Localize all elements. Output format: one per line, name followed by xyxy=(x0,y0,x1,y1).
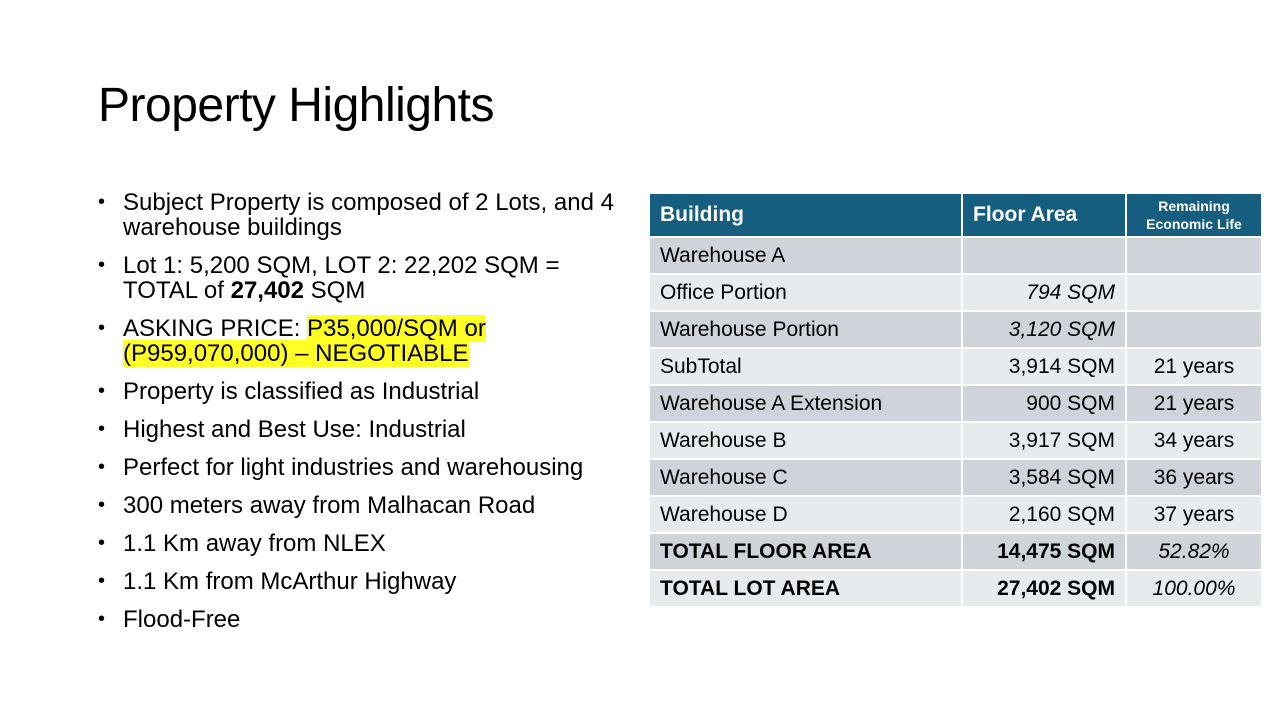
cell-building: Warehouse A Extension xyxy=(648,384,963,423)
cell-building: Warehouse D xyxy=(648,495,963,534)
bullet-malhacan-road: 300 meters away from Malhacan Road xyxy=(98,493,638,518)
cell-life: 21 years xyxy=(1125,347,1263,386)
bullet-nlex: 1.1 Km away from NLEX xyxy=(98,531,638,556)
table-row: Warehouse A Extension 900 SQM 21 years xyxy=(648,384,1263,423)
cell-area: 794 SQM xyxy=(961,273,1127,312)
cell-life: 34 years xyxy=(1125,421,1263,460)
bullet-lot-areas-text: Lot 1: 5,200 SQM, LOT 2: 22,202 SQM = TO… xyxy=(123,252,560,304)
total-lot-area-value: 27,402 xyxy=(230,277,304,304)
cell-building: TOTAL FLOOR AREA xyxy=(648,532,963,571)
header-remaining-life: Remaining Economic Life xyxy=(1125,192,1263,238)
floor-area-table: Building Floor Area Remaining Economic L… xyxy=(648,192,1263,608)
table-row: SubTotal 3,914 SQM 21 years xyxy=(648,347,1263,386)
bullet-flood-free: Flood-Free xyxy=(98,607,638,632)
cell-area: 3,914 SQM xyxy=(961,347,1127,386)
bullet-mcarthur: 1.1 Km from McArthur Highway xyxy=(98,569,638,594)
cell-area: 27,402 SQM xyxy=(961,569,1127,608)
cell-area: 900 SQM xyxy=(961,384,1127,423)
bullet-composition: Subject Property is composed of 2 Lots, … xyxy=(98,190,638,240)
bullet-lot-areas-unit: SQM xyxy=(304,277,366,304)
bullet-suitability: Perfect for light industries and warehou… xyxy=(98,455,638,480)
cell-life xyxy=(1125,236,1263,275)
table-header-row: Building Floor Area Remaining Economic L… xyxy=(648,192,1263,238)
table-row-total-floor: TOTAL FLOOR AREA 14,475 SQM 52.82% xyxy=(648,532,1263,571)
slide-title: Property Highlights xyxy=(98,79,495,132)
table-row: Warehouse B 3,917 SQM 34 years xyxy=(648,421,1263,460)
cell-life: 100.00% xyxy=(1125,569,1263,608)
cell-building: Warehouse Portion xyxy=(648,310,963,349)
cell-area: 3,917 SQM xyxy=(961,421,1127,460)
cell-area: 14,475 SQM xyxy=(961,532,1127,571)
table-row: Office Portion 794 SQM xyxy=(648,273,1263,312)
table-row: Warehouse A xyxy=(648,236,1263,275)
cell-building: Warehouse B xyxy=(648,421,963,460)
cell-life xyxy=(1125,310,1263,349)
cell-building: SubTotal xyxy=(648,347,963,386)
cell-life: 21 years xyxy=(1125,384,1263,423)
table-row: Warehouse C 3,584 SQM 36 years xyxy=(648,458,1263,497)
bullet-lot-areas: Lot 1: 5,200 SQM, LOT 2: 22,202 SQM = TO… xyxy=(98,253,638,303)
cell-life: 36 years xyxy=(1125,458,1263,497)
cell-building: TOTAL LOT AREA xyxy=(648,569,963,608)
cell-life: 37 years xyxy=(1125,495,1263,534)
cell-area: 3,584 SQM xyxy=(961,458,1127,497)
bullet-best-use: Highest and Best Use: Industrial xyxy=(98,417,638,442)
cell-area xyxy=(961,236,1127,275)
table-row: Warehouse D 2,160 SQM 37 years xyxy=(648,495,1263,534)
bullet-classification: Property is classified as Industrial xyxy=(98,379,638,404)
bullet-asking-price: ASKING PRICE: P35,000/SQM or (P959,070,0… xyxy=(98,315,638,367)
cell-building: Warehouse A xyxy=(648,236,963,275)
highlights-list: Subject Property is composed of 2 Lots, … xyxy=(98,190,638,645)
cell-building: Warehouse C xyxy=(648,458,963,497)
header-building: Building xyxy=(648,192,963,238)
cell-area: 3,120 SQM xyxy=(961,310,1127,349)
cell-life: 52.82% xyxy=(1125,532,1263,571)
cell-building: Office Portion xyxy=(648,273,963,312)
cell-area: 2,160 SQM xyxy=(961,495,1127,534)
cell-life xyxy=(1125,273,1263,312)
table-row: Warehouse Portion 3,120 SQM xyxy=(648,310,1263,349)
table-row-total-lot: TOTAL LOT AREA 27,402 SQM 100.00% xyxy=(648,569,1263,608)
header-floor-area: Floor Area xyxy=(961,192,1127,238)
asking-price-label: ASKING PRICE: xyxy=(123,315,308,342)
